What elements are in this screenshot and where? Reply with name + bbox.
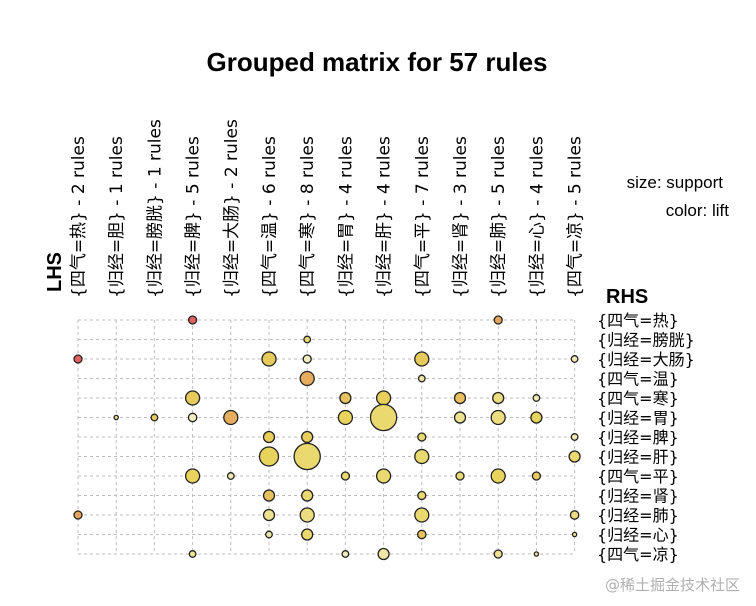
rule-point: [375, 468, 392, 484]
rule-point: [377, 547, 390, 561]
rule-point: [570, 433, 579, 441]
rhs-tick-label: {归经=肝}: [597, 448, 679, 467]
rule-point: [184, 468, 201, 484]
rule-point: [187, 315, 198, 325]
lhs-tick-label: {归经=大肠} - 2 rules: [222, 119, 242, 298]
rule-point: [453, 391, 467, 405]
rule-point: [414, 351, 430, 367]
lhs-tick-label: {四气=温} - 6 rules: [260, 136, 280, 298]
rule-point: [369, 403, 398, 432]
legend-size: size: support: [627, 173, 724, 192]
lhs-tick-label: {四气=热} - 2 rules: [69, 136, 89, 298]
rule-point: [455, 471, 465, 481]
lhs-tick-label: {归经=心} - 4 rules: [527, 136, 547, 298]
rule-point: [113, 414, 119, 421]
rule-point: [188, 550, 197, 558]
rhs-tick-label: {归经=脾}: [597, 428, 679, 447]
legend-color: color: lift: [666, 201, 730, 220]
rhs-tick-label: {归经=胃}: [597, 409, 679, 428]
lhs-tick-label: {归经=脾} - 5 rules: [184, 136, 204, 298]
rule-point: [490, 409, 506, 426]
rule-point: [414, 507, 430, 523]
rule-point: [184, 390, 201, 406]
watermark: @稀土掘金技术社区: [605, 576, 740, 594]
rule-point: [299, 507, 315, 523]
rule-point: [262, 489, 276, 502]
lhs-tick-label: {四气=寒} - 8 rules: [298, 136, 318, 298]
rule-point: [568, 450, 581, 463]
lhs-tick-label: {归经=肝} - 4 rules: [375, 136, 395, 298]
lhs-tick-label: {归经=膀胱} - 1 rules: [145, 119, 165, 298]
rule-point: [150, 413, 159, 422]
rhs-labels: {四气=热}{归经=膀胱}{归经=大肠}{四气=温}{四气=寒}{归经=胃}{归…: [597, 311, 695, 564]
rule-point: [571, 531, 578, 538]
rule-point: [302, 354, 312, 364]
rule-point: [73, 510, 83, 520]
lhs-axis-label: LHS: [44, 252, 66, 292]
rhs-tick-label: {归经=肺}: [597, 506, 679, 525]
rule-point: [530, 411, 543, 424]
rule-point: [340, 471, 351, 481]
rule-point: [341, 550, 350, 558]
rule-point: [493, 549, 503, 559]
rhs-axis-label: RHS: [606, 286, 648, 308]
lhs-tick-label: {归经=肺} - 5 rules: [489, 136, 509, 298]
points: [73, 315, 581, 561]
rhs-tick-label: {四气=寒}: [597, 389, 679, 408]
rule-point: [258, 446, 280, 467]
lhs-tick-label: {归经=胃} - 4 rules: [336, 136, 356, 298]
rhs-tick-label: {四气=温}: [597, 370, 679, 389]
rule-point: [339, 391, 352, 405]
rule-point: [226, 472, 235, 480]
rhs-tick-label: {四气=凉}: [597, 545, 679, 564]
rhs-tick-label: {四气=平}: [597, 467, 679, 486]
rule-point: [416, 529, 427, 540]
rule-point: [531, 471, 542, 481]
rule-point: [532, 394, 541, 402]
rule-point: [337, 409, 354, 426]
rule-point: [262, 430, 276, 444]
rule-point: [492, 391, 505, 405]
rhs-tick-label: {归经=心}: [597, 526, 679, 545]
rule-point: [569, 510, 580, 520]
rhs-tick-label: {归经=大肠}: [597, 350, 695, 369]
rhs-tick-label: {归经=肾}: [597, 487, 679, 506]
rule-point: [303, 335, 312, 344]
rule-point: [570, 355, 579, 363]
lhs-tick-label: {四气=平} - 7 rules: [413, 136, 433, 298]
grid: [77, 319, 576, 555]
rule-point: [262, 508, 276, 522]
lhs-labels: {四气=热} - 2 rules {归经=胆} - 1 rules {归经=膀胱} …: [69, 119, 586, 298]
rule-point: [417, 432, 427, 442]
lhs-tick-label: {归经=肾} - 3 rules: [451, 136, 471, 298]
chart-title: Grouped matrix for 57 rules: [207, 47, 548, 77]
rule-point: [493, 315, 503, 325]
rule-point: [417, 490, 427, 501]
rule-point: [223, 409, 239, 426]
rule-point: [301, 430, 314, 444]
rule-point: [73, 354, 83, 364]
rhs-tick-label: {四气=热}: [597, 311, 679, 330]
lhs-tick-label: {归经=胆} - 1 rules: [107, 136, 127, 298]
rule-point: [261, 351, 277, 367]
rule-point: [533, 551, 540, 557]
rule-point: [265, 530, 273, 539]
rule-point: [375, 390, 392, 406]
rule-point: [299, 370, 315, 387]
rule-point: [417, 374, 426, 383]
rule-point: [453, 411, 467, 424]
lhs-tick-label: {四气=凉} - 5 rules: [566, 136, 586, 298]
rhs-tick-label: {归经=膀胱}: [597, 331, 695, 350]
rule-point: [301, 528, 314, 541]
rule-point: [293, 442, 321, 471]
rule-point: [414, 448, 430, 465]
rule-point: [301, 489, 314, 502]
rule-point: [490, 468, 506, 484]
rule-point: [187, 412, 198, 423]
